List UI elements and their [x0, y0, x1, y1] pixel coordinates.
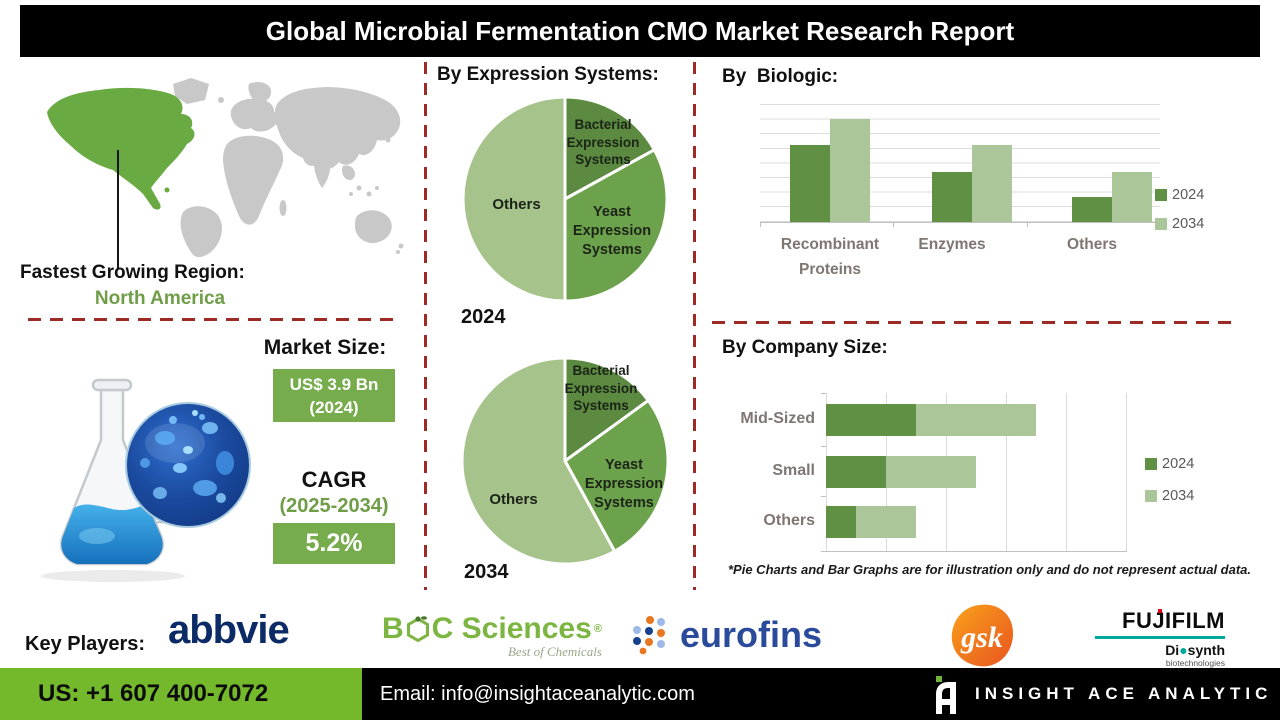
fujifilm-wordmark: FUJIFILM — [1122, 608, 1225, 633]
abbvie-logo: abbvie — [168, 608, 290, 652]
divider-middle-right — [693, 62, 696, 590]
footer-email-block: Email: info@insightaceanalytic.com — [362, 668, 1280, 720]
market-size-value-box: US$ 3.9 Bn (2024) — [273, 369, 395, 422]
fastest-region-label: Fastest Growing Region: — [20, 262, 245, 283]
bar-others2-2034 — [856, 506, 916, 538]
pie1-year: 2024 — [461, 306, 506, 328]
pie1-others-label: Others — [492, 196, 541, 213]
bar-mid-2024 — [826, 404, 916, 436]
eurofins-wordmark: eurofins — [680, 614, 823, 655]
bar-recombinant-2024 — [790, 145, 830, 222]
diosynth-synth: synth — [1187, 641, 1225, 658]
expression-systems-heading: By Expression Systems: — [437, 64, 659, 85]
fujifilm-red-dot — [1158, 609, 1162, 613]
bar-small-2034 — [886, 456, 976, 488]
bar-mid-2034 — [916, 404, 1036, 436]
company-size-heading: By Company Size: — [722, 337, 888, 358]
boc-registered-mark: ® — [593, 623, 602, 635]
biologic-x-axis — [760, 222, 1161, 223]
email-address: Email: info@insightaceanalytic.com — [380, 683, 695, 705]
company-bar-mid-sized — [826, 404, 1036, 436]
boc-rest: C Sciences — [431, 612, 592, 645]
legend-2024: 2024 — [1162, 456, 1195, 472]
page-title: Global Microbial Fermentation CMO Market… — [265, 16, 1015, 46]
company-cat-others: Others — [763, 512, 815, 529]
boc-tagline: Best of Chemicals — [507, 644, 602, 659]
bar-recombinant-2034 — [830, 119, 870, 222]
company-cat-small: Small — [772, 462, 815, 479]
bar-others-2034 — [1112, 172, 1152, 222]
company-bar-others — [826, 506, 916, 538]
divider-right — [712, 321, 1232, 324]
world-map — [47, 78, 404, 258]
insight-ace-wordmark: INSIGHT ACE ANALYTIC — [975, 684, 1273, 703]
eurofins-dots-icon — [633, 616, 665, 655]
key-players-label: Key Players: — [25, 633, 146, 655]
company-bar-small — [826, 456, 976, 488]
biologic-cat-others: Others — [1067, 236, 1117, 253]
pie-expression-2024 — [461, 95, 669, 303]
phone-number: US: +1 607 400-7072 — [38, 680, 269, 707]
legend-2034: 2034 — [1162, 488, 1195, 504]
pie2-others-label: Others — [489, 491, 538, 508]
bar-others2-2024 — [826, 506, 856, 538]
fujifilm-teal-rule — [1095, 636, 1225, 639]
cagr-value-box: 5.2% — [273, 523, 395, 564]
bar-enzymes-2034 — [972, 145, 1012, 222]
cagr-period: (2025-2034) — [279, 495, 389, 517]
map-pointer-line — [117, 150, 119, 268]
biotechnologies-label: biotechnologies — [1165, 657, 1225, 668]
pie1-yeast-label: Yeast Expression Systems — [572, 204, 652, 258]
biologic-chart-plot — [760, 104, 1160, 222]
illustration-footnote: *Pie Charts and Bar Graphs are for illus… — [728, 562, 1252, 577]
tick — [821, 393, 826, 394]
pie-expression-2034 — [460, 356, 670, 566]
fastest-region-value: North America — [94, 288, 226, 309]
market-size-value: US$ 3.9 Bn — [289, 375, 379, 394]
legend-swatch-2024 — [1145, 458, 1157, 470]
legend-swatch-2034 — [1155, 218, 1167, 230]
north-america-region — [47, 87, 195, 210]
flask-microbes-illustration — [41, 378, 251, 582]
divider-middle-left — [424, 62, 427, 590]
legend-2024: 2024 — [1172, 187, 1205, 203]
market-size-year: (2024) — [309, 398, 359, 417]
tick — [1027, 222, 1028, 227]
tick — [760, 222, 761, 227]
pie2-yeast-label: Yeast Expression Systems — [584, 457, 664, 511]
biologic-heading: By Biologic: — [722, 66, 839, 87]
boc-sciences-logo: B C Sciences ® Best of Chemicals — [382, 612, 602, 660]
boc-b: B — [382, 612, 404, 645]
footer-phone-block: US: +1 607 400-7072 — [0, 668, 362, 720]
biologic-cat-recombinant: Recombinant Proteins — [780, 236, 880, 278]
diosynth-di: Di — [1165, 641, 1180, 658]
cagr-label: CAGR — [301, 467, 367, 492]
eurofins-logo: eurofins — [628, 613, 822, 657]
tick — [893, 222, 894, 227]
fujifilm-diosynth-logo: FUJIFILM Di●synth biotechnologies — [1095, 608, 1225, 668]
bar-small-2024 — [826, 456, 886, 488]
company-cat-mid-sized: Mid-Sized — [740, 410, 815, 427]
legend-swatch-2024 — [1155, 189, 1167, 201]
biologic-cat-enzymes: Enzymes — [918, 236, 986, 253]
title-bar: Global Microbial Fermentation CMO Market… — [20, 5, 1260, 57]
market-size-label: Market Size: — [263, 336, 387, 359]
divider-left — [28, 318, 396, 321]
boc-hexagon-icon — [406, 616, 429, 642]
company-x-axis — [826, 551, 1127, 552]
tick — [821, 446, 826, 447]
insight-ace-icon — [936, 676, 956, 714]
legend-2034: 2034 — [1172, 216, 1205, 232]
diosynth-dot: ● — [1179, 641, 1188, 658]
tick — [821, 496, 826, 497]
tick — [821, 551, 826, 552]
pie2-year: 2034 — [464, 561, 509, 583]
legend-swatch-2034 — [1145, 490, 1157, 502]
bar-enzymes-2024 — [932, 172, 972, 222]
pie1-bacterial-label: Bacterial Expression Systems — [566, 117, 640, 167]
gsk-wordmark: gsk — [960, 621, 1003, 654]
gsk-logo: gsk — [951, 604, 1014, 667]
pie2-bacterial-label: Bacterial Expression Systems — [564, 363, 638, 413]
bar-others-2024 — [1072, 197, 1112, 222]
